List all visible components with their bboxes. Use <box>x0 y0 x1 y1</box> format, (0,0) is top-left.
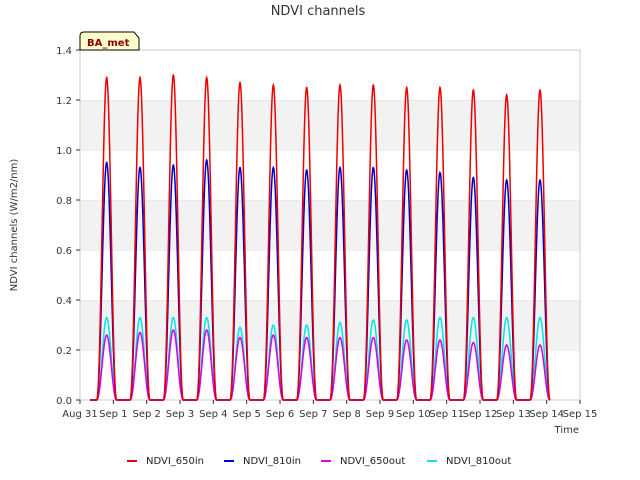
legend-label: NDVI_810out <box>446 456 511 467</box>
series-layer <box>90 73 551 401</box>
y-axis-ticks: 0.0 0.2 0.4 0.6 0.8 1.0 1.2 1.4 <box>56 46 80 407</box>
chart-title: NDVI channels <box>271 4 366 19</box>
y-tick-label: 0.8 <box>56 196 72 207</box>
legend-label: NDVI_650in <box>146 456 204 467</box>
y-axis-label: NDVI channels (W/m2/nm) <box>9 159 20 292</box>
x-tick-label: Sep 4 <box>199 409 227 420</box>
site-tag-box <box>79 31 140 51</box>
grid-band <box>80 150 580 200</box>
y-tick-label: 1.4 <box>56 46 72 57</box>
y-tick-label: 0.4 <box>56 296 72 307</box>
x-tick-label: Sep 10 <box>396 409 431 420</box>
x-tick-label: Sep 9 <box>366 409 394 420</box>
legend-label: NDVI_650out <box>340 456 405 467</box>
y-tick-label: 0.6 <box>56 246 72 257</box>
site-tag: BA_met <box>79 31 140 51</box>
x-tick-label: Sep 13 <box>496 409 531 420</box>
y-tick-label: 1.0 <box>56 146 72 157</box>
x-tick-label: Sep 15 <box>563 409 598 420</box>
y-tick-label: 1.2 <box>56 96 72 107</box>
x-tick-label: Sep 2 <box>132 409 160 420</box>
site-tag-label: BA_met <box>87 38 130 49</box>
x-tick-label: Sep 14 <box>529 409 564 420</box>
grid-bands <box>80 49 580 400</box>
x-tick-label: Sep 6 <box>266 409 294 420</box>
grid-band <box>80 250 580 300</box>
x-tick-label: Aug 31 <box>62 409 97 420</box>
x-tick-label: Sep 8 <box>332 409 360 420</box>
x-axis-label: Time <box>554 425 579 436</box>
x-tick-label: Sep 1 <box>99 409 127 420</box>
x-tick-label: Sep 12 <box>463 409 498 420</box>
y-tick-label: 0.0 <box>56 396 72 407</box>
legend-label: NDVI_810in <box>243 456 301 467</box>
x-axis-ticks: Aug 31 Sep 1 Sep 2 Sep 3 Sep 4 Sep 5 Sep 6 Sep … <box>62 400 597 420</box>
x-tick-label: Sep 5 <box>232 409 260 420</box>
x-tick-label: Sep 11 <box>429 409 464 420</box>
x-tick-label: Sep 3 <box>166 409 194 420</box>
y-tick-label: 0.2 <box>56 346 72 357</box>
legend: NDVI_650in NDVI_810in NDVI_650out NDVI_810o… <box>127 456 511 467</box>
grid-band <box>80 100 580 150</box>
x-tick-label: Sep 7 <box>299 409 327 420</box>
grid-band <box>80 50 580 100</box>
grid-band <box>80 200 580 250</box>
series-line-ndvi_650in <box>90 73 551 401</box>
grid-band <box>80 300 580 350</box>
grid-band <box>80 350 580 400</box>
